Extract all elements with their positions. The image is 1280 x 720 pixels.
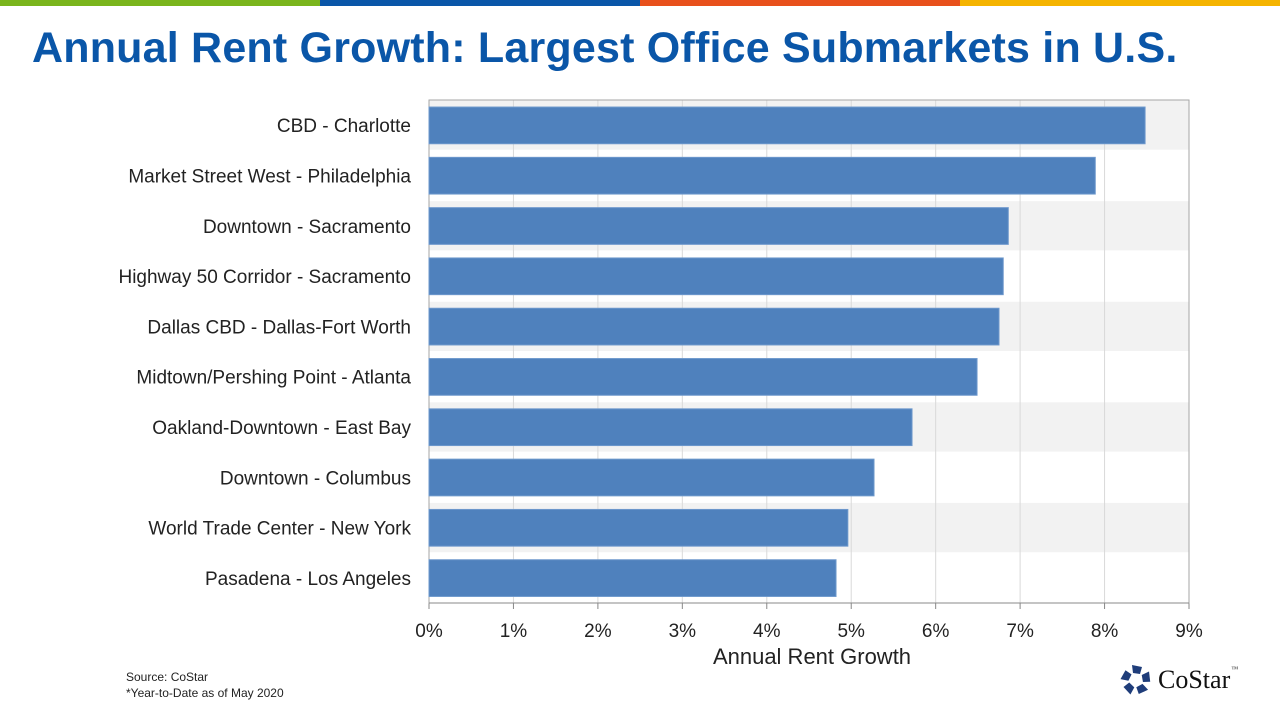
- bar: [428, 106, 1146, 145]
- bar: [428, 156, 1096, 195]
- costar-star-icon: [1120, 665, 1151, 695]
- category-label: Highway 50 Corridor - Sacramento: [118, 267, 411, 288]
- category-label: Market Street West - Philadelphia: [128, 166, 411, 187]
- logo-name: CoStar: [1158, 665, 1231, 694]
- source-text: Source: CoStar: [126, 670, 209, 684]
- top-bar-segment: [0, 0, 320, 6]
- category-label: World Trade Center - New York: [148, 519, 411, 540]
- category-label: Oakland-Downtown - East Bay: [152, 418, 411, 439]
- logo-star-segment: [1141, 671, 1151, 682]
- category-label: Pasadena - Los Angeles: [205, 569, 411, 590]
- x-tick-label: 8%: [1091, 621, 1119, 642]
- page-title: Annual Rent Growth: Largest Office Subma…: [32, 24, 1178, 72]
- category-label: CBD - Charlotte: [277, 116, 411, 137]
- bar: [428, 358, 978, 396]
- bar: [428, 257, 1004, 296]
- bar: [428, 559, 837, 597]
- x-tick-label: 9%: [1175, 621, 1203, 642]
- x-tick-label: 3%: [669, 621, 697, 642]
- bar: [428, 508, 849, 547]
- x-tick-label: 5%: [837, 621, 865, 642]
- bar: [428, 207, 1009, 245]
- x-tick-label: 7%: [1006, 621, 1034, 642]
- logo-star-segment: [1120, 670, 1132, 681]
- logo-star-segment: [1123, 682, 1135, 695]
- x-tick-label: 1%: [500, 621, 528, 642]
- x-tick-label: 4%: [753, 621, 781, 642]
- source-note: Source: CoStar *Year-to-Date as of May 2…: [126, 669, 284, 701]
- category-label: Midtown/Pershing Point - Atlanta: [136, 368, 411, 389]
- x-tick-label: 2%: [584, 621, 612, 642]
- x-axis-label: Annual Rent Growth: [713, 644, 911, 669]
- logo-star-segment: [1136, 683, 1149, 695]
- footnote-text: *Year-to-Date as of May 2020: [126, 686, 284, 700]
- top-bar-segment: [960, 0, 1280, 6]
- category-label: Downtown - Sacramento: [203, 217, 411, 238]
- logo-star-segment: [1132, 665, 1142, 674]
- top-bar-segment: [640, 0, 960, 6]
- bar: [428, 458, 875, 497]
- x-tick-label: 6%: [922, 621, 950, 642]
- costar-logo: CoStar™: [1120, 664, 1238, 696]
- top-color-bar: [0, 0, 1280, 6]
- x-tick-label: 0%: [415, 621, 443, 642]
- bar: [428, 307, 1000, 346]
- logo-trademark: ™: [1231, 665, 1239, 673]
- category-label: Downtown - Columbus: [220, 468, 411, 489]
- top-bar-segment: [320, 0, 640, 6]
- category-label: Dallas CBD - Dallas-Fort Worth: [147, 317, 411, 338]
- bar: [428, 408, 913, 447]
- logo-text: CoStar™: [1158, 665, 1238, 695]
